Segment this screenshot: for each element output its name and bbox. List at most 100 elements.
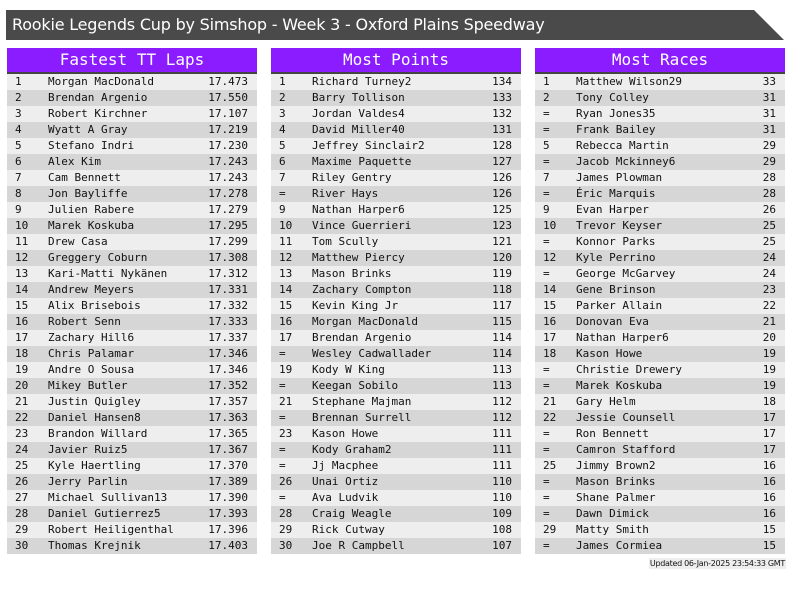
value-cell: 127 bbox=[492, 155, 512, 168]
value-cell: 23 bbox=[762, 283, 776, 296]
rank-cell: 17 bbox=[543, 331, 557, 344]
driver-name-cell: Craig Weagle bbox=[312, 507, 392, 520]
value-cell: 119 bbox=[492, 267, 512, 280]
driver-name-cell: Jerry Parlin bbox=[48, 475, 128, 488]
rank-cell: = bbox=[543, 363, 550, 376]
rank-cell: 16 bbox=[279, 315, 293, 328]
rank-cell: = bbox=[543, 235, 550, 248]
value-cell: 123 bbox=[492, 219, 512, 232]
table-row: 22 Jessie Counsell 17 bbox=[535, 410, 785, 426]
table-row: 10 Trevor Keyser 25 bbox=[535, 218, 785, 234]
rank-cell: 25 bbox=[543, 459, 557, 472]
value-cell: 111 bbox=[492, 443, 512, 456]
driver-name-cell: Trevor Keyser bbox=[576, 219, 663, 232]
driver-name-cell: Konnor Parks bbox=[576, 235, 656, 248]
table-row: 23 Kason Howe 111 bbox=[271, 426, 521, 442]
driver-name-cell: Stefano Indri bbox=[48, 139, 135, 152]
value-cell: 108 bbox=[492, 523, 512, 536]
table-row: 2 Barry Tollison 133 bbox=[271, 90, 521, 106]
value-cell: 17.370 bbox=[208, 459, 248, 472]
driver-name-cell: Zachary Compton bbox=[312, 283, 412, 296]
driver-name-cell: Kody Graham2 bbox=[312, 443, 392, 456]
table-row: 26 Jerry Parlin 17.389 bbox=[7, 474, 257, 490]
rank-cell: 15 bbox=[543, 299, 557, 312]
rank-cell: 2 bbox=[543, 91, 550, 104]
rank-cell: = bbox=[543, 491, 550, 504]
value-cell: 17.107 bbox=[208, 107, 248, 120]
value-cell: 110 bbox=[492, 491, 512, 504]
rank-cell: = bbox=[279, 411, 286, 424]
table-row: 3 Robert Kirchner 17.107 bbox=[7, 106, 257, 122]
value-cell: 121 bbox=[492, 235, 512, 248]
driver-name-cell: Julien Rabere bbox=[48, 203, 135, 216]
table-row: 15 Kevin King Jr 117 bbox=[271, 298, 521, 314]
table-row: = Jj Macphee 111 bbox=[271, 458, 521, 474]
value-cell: 18 bbox=[762, 395, 776, 408]
value-cell: 128 bbox=[492, 139, 512, 152]
driver-name-cell: Jessie Counsell bbox=[576, 411, 676, 424]
driver-name-cell: Stephane Majman bbox=[312, 395, 412, 408]
table-row: 4 Wyatt A Gray 17.219 bbox=[7, 122, 257, 138]
table-row: 14 Gene Brinson 23 bbox=[535, 282, 785, 298]
rank-cell: 24 bbox=[15, 443, 29, 456]
table-row: 3 Jordan Valdes4 132 bbox=[271, 106, 521, 122]
rank-cell: = bbox=[279, 459, 286, 472]
table-row: = Christie Drewery 19 bbox=[535, 362, 785, 378]
value-cell: 31 bbox=[762, 123, 776, 136]
driver-name-cell: Keegan Sobilo bbox=[312, 379, 399, 392]
rank-cell: 7 bbox=[279, 171, 286, 184]
rank-cell: 23 bbox=[15, 427, 29, 440]
driver-name-cell: Jacob Mckinney6 bbox=[576, 155, 676, 168]
table-row: = Frank Bailey 31 bbox=[535, 122, 785, 138]
table-row: = Konnor Parks 25 bbox=[535, 234, 785, 250]
rank-cell: 9 bbox=[15, 203, 22, 216]
driver-name-cell: Joe R Campbell bbox=[312, 539, 405, 552]
value-cell: 17.331 bbox=[208, 283, 248, 296]
rank-cell: 21 bbox=[543, 395, 557, 408]
rank-cell: 20 bbox=[15, 379, 29, 392]
rank-cell: 11 bbox=[15, 235, 29, 248]
value-cell: 114 bbox=[492, 347, 512, 360]
rank-cell: 29 bbox=[279, 523, 293, 536]
driver-name-cell: Jj Macphee bbox=[312, 459, 379, 472]
value-cell: 20 bbox=[762, 331, 776, 344]
rank-cell: 10 bbox=[15, 219, 29, 232]
rank-cell: 12 bbox=[279, 251, 293, 264]
rank-cell: 25 bbox=[15, 459, 29, 472]
rank-cell: = bbox=[543, 539, 550, 552]
value-cell: 120 bbox=[492, 251, 512, 264]
table-row: 23 Brandon Willard 17.365 bbox=[7, 426, 257, 442]
value-cell: 111 bbox=[492, 427, 512, 440]
rank-cell: 14 bbox=[15, 283, 29, 296]
driver-name-cell: Kevin King Jr bbox=[312, 299, 399, 312]
value-cell: 19 bbox=[762, 379, 776, 392]
table-row: 24 Javier Ruiz5 17.367 bbox=[7, 442, 257, 458]
most-points-table: Most Points 1 Richard Turney2 134 2 Barry To… bbox=[271, 48, 521, 554]
table-row: 28 Daniel Gutierrez5 17.393 bbox=[7, 506, 257, 522]
driver-name-cell: Drew Casa bbox=[48, 235, 108, 248]
driver-name-cell: Michael Sullivan13 bbox=[48, 491, 168, 504]
driver-name-cell: Mason Brinks bbox=[312, 267, 392, 280]
driver-name-cell: Gene Brinson bbox=[576, 283, 656, 296]
table-body: 1 Morgan MacDonald 17.473 2 Brendan Argenio 1… bbox=[7, 74, 257, 554]
value-cell: 17.352 bbox=[208, 379, 248, 392]
rank-cell: 5 bbox=[279, 139, 286, 152]
table-row: 10 Marek Koskuba 17.295 bbox=[7, 218, 257, 234]
rank-cell: 28 bbox=[15, 507, 29, 520]
fastest-tt-laps-table: Fastest TT Laps 1 Morgan MacDonald 17.473 2… bbox=[7, 48, 257, 554]
driver-name-cell: Rick Cutway bbox=[312, 523, 385, 536]
rank-cell: 1 bbox=[279, 75, 286, 88]
rank-cell: 4 bbox=[15, 123, 22, 136]
value-cell: 16 bbox=[762, 475, 776, 488]
rank-cell: 1 bbox=[15, 75, 22, 88]
value-cell: 19 bbox=[762, 363, 776, 376]
table-row: 9 Julien Rabere 17.279 bbox=[7, 202, 257, 218]
rank-cell: 9 bbox=[543, 203, 550, 216]
driver-name-cell: Cam Bennett bbox=[48, 171, 121, 184]
driver-name-cell: Dawn Dimick bbox=[576, 507, 649, 520]
rank-cell: 11 bbox=[279, 235, 293, 248]
driver-name-cell: Javier Ruiz5 bbox=[48, 443, 128, 456]
value-cell: 17.337 bbox=[208, 331, 248, 344]
value-cell: 25 bbox=[762, 219, 776, 232]
value-cell: 17.357 bbox=[208, 395, 248, 408]
